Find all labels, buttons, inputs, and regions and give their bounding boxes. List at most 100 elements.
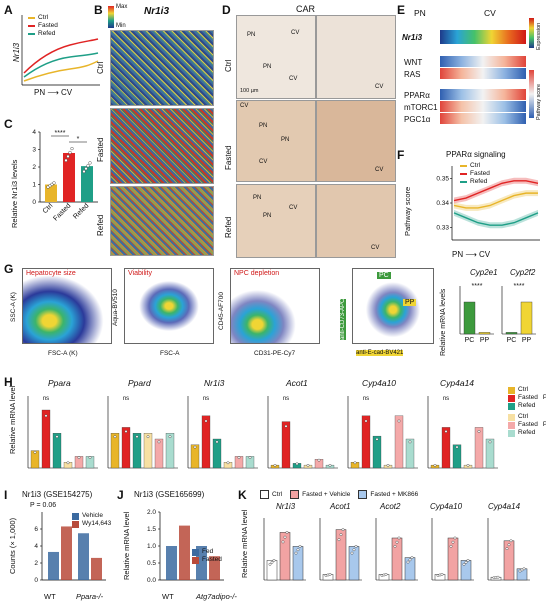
category-label: Fasted bbox=[52, 202, 72, 222]
ihc-label: CV bbox=[259, 159, 268, 165]
ihc-label: CV bbox=[375, 84, 384, 90]
y-tick-label: 1.5 bbox=[147, 526, 156, 533]
panel-i-title: Nr1i3 (GSE154275) bbox=[22, 490, 93, 499]
data-point bbox=[350, 551, 354, 555]
gene-title: Ppara bbox=[48, 378, 71, 388]
bar bbox=[132, 433, 142, 469]
sig-label: ns bbox=[363, 396, 369, 402]
panel-i-group-1: WT bbox=[44, 592, 56, 601]
data-point bbox=[433, 463, 437, 467]
heat-row-label: Nr1i3 bbox=[402, 33, 423, 42]
legend-k-label: Fasted + MK866 bbox=[370, 490, 419, 498]
legend-k-ctrl: Ctrl bbox=[260, 490, 282, 499]
data-point bbox=[462, 562, 466, 566]
panel-letter-b: B bbox=[94, 3, 103, 17]
y-tick-label: 0.35 bbox=[436, 175, 449, 182]
legend-i-vehicle: Vehicle bbox=[72, 512, 111, 520]
legend-h-pc-fasted: Fasted PC bbox=[508, 394, 546, 402]
flow-axis-x: CD31-PE-Cy7 bbox=[254, 350, 296, 357]
heat-row-label: WNT bbox=[404, 58, 423, 67]
gene-title: Acot1 bbox=[286, 378, 308, 388]
data-point bbox=[68, 150, 72, 155]
data-point bbox=[353, 461, 357, 465]
bar-refed bbox=[81, 166, 93, 202]
panel-e-cv: CV bbox=[484, 8, 496, 18]
gene-title: Acot2 bbox=[380, 502, 401, 511]
data-point bbox=[507, 543, 511, 547]
data-point bbox=[88, 456, 92, 459]
category-label: PC bbox=[465, 337, 475, 344]
legend-f-refed-label: Refed bbox=[470, 178, 488, 185]
legend-a-fasted: Fasted bbox=[28, 22, 58, 30]
y-tick-label: 4 bbox=[34, 543, 38, 550]
expr-colorbar bbox=[529, 18, 534, 48]
bar bbox=[143, 433, 153, 469]
heat-row-ppara bbox=[440, 89, 526, 100]
data-point bbox=[146, 435, 150, 439]
data-point bbox=[66, 461, 70, 465]
sig-label: ns bbox=[203, 396, 209, 402]
bar bbox=[110, 433, 120, 469]
panel-f-chart: 0.33 0.34 0.35 bbox=[436, 166, 540, 241]
sig-label: ns bbox=[443, 396, 449, 402]
bar bbox=[447, 537, 459, 581]
data-point bbox=[296, 548, 300, 552]
gate-label: Hepatocyte size bbox=[26, 270, 76, 277]
panel-h-legend: Ctrl Fasted PC Refed Ctrl Fasted PP Refed bbox=[508, 386, 546, 437]
heat-row-pgc1a bbox=[440, 113, 526, 124]
ihc-fasted-zoom: CV bbox=[316, 100, 396, 182]
bar bbox=[452, 444, 462, 469]
y-tick-label: 6 bbox=[34, 526, 38, 533]
data-point bbox=[44, 414, 48, 418]
data-point bbox=[82, 169, 86, 174]
data-point bbox=[168, 435, 172, 439]
data-point bbox=[283, 535, 287, 539]
bar bbox=[405, 438, 415, 469]
panel-b-max: Max bbox=[116, 4, 128, 10]
panel-f-xlabel: PN ⟶ CV bbox=[452, 250, 491, 259]
data-point bbox=[352, 548, 356, 552]
data-point bbox=[393, 545, 397, 548]
legend-j-fed: Fed bbox=[192, 548, 222, 556]
ihc-label: PN bbox=[259, 123, 268, 129]
sig-label: ns bbox=[43, 396, 49, 402]
data-point bbox=[522, 567, 526, 571]
bar-pc bbox=[505, 332, 518, 335]
legend-h-label: Ctrl bbox=[518, 413, 529, 420]
legend-f-ctrl: Ctrl bbox=[460, 162, 490, 170]
data-point bbox=[395, 540, 399, 544]
legend-h-label: Fasted bbox=[518, 421, 538, 428]
bar bbox=[361, 415, 371, 469]
panel-c-ylabel: Relative Nr1i3 levels bbox=[10, 159, 19, 228]
bar-fed bbox=[166, 546, 177, 580]
bar bbox=[460, 560, 472, 581]
data-point bbox=[77, 456, 81, 459]
data-point bbox=[496, 575, 500, 579]
bar bbox=[292, 546, 304, 581]
data-point bbox=[328, 573, 332, 576]
data-point bbox=[455, 445, 459, 449]
gene-title: Ppard bbox=[128, 378, 151, 388]
panel-d-row-refed: Refed bbox=[224, 216, 233, 238]
panel-a-legend: Ctrl Fasted Refed bbox=[28, 14, 58, 38]
legend-i-label: Vehicle bbox=[82, 512, 103, 519]
y-tick-label: 3 bbox=[32, 147, 36, 154]
heat-row-wnt bbox=[440, 56, 526, 67]
bar bbox=[372, 435, 382, 469]
bar bbox=[279, 532, 291, 581]
path-colorbar bbox=[529, 70, 534, 118]
data-point bbox=[55, 435, 59, 439]
panel-j-legend: Fed Fasted bbox=[192, 548, 222, 564]
legend-h-pp-ctrl: Ctrl bbox=[508, 413, 546, 421]
panel-e-pn: PN bbox=[414, 8, 426, 18]
panel-i-pval: P = 0.06 bbox=[30, 502, 57, 509]
data-point bbox=[268, 562, 272, 566]
panel-d-title: CAR bbox=[296, 4, 316, 14]
line-refed bbox=[453, 212, 539, 226]
y-tick-label: 0 bbox=[32, 199, 36, 206]
ihc-label: CV bbox=[289, 205, 298, 211]
panel-f-ylabel: Pathway score bbox=[403, 186, 412, 236]
data-point bbox=[237, 456, 241, 459]
panel-g-bar-ylabel: Relative mRNA levels bbox=[440, 288, 447, 356]
data-point bbox=[505, 547, 509, 551]
